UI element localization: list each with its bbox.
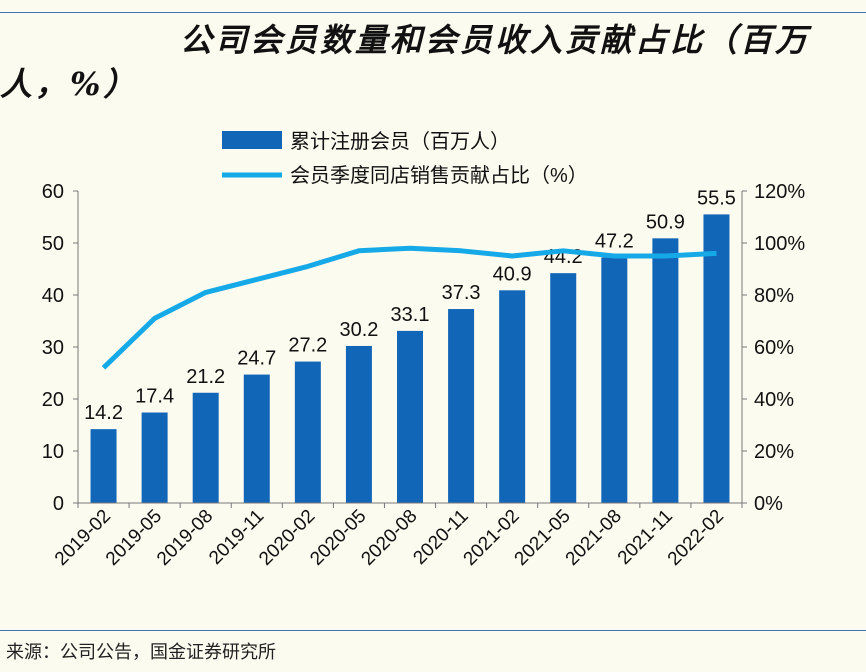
x-tick-label: 2020-02 bbox=[255, 506, 319, 570]
top-rule bbox=[0, 12, 866, 13]
left-tick-label: 60 bbox=[42, 181, 64, 203]
x-tick-label: 2021-02 bbox=[460, 506, 524, 570]
left-tick-label: 10 bbox=[42, 441, 64, 463]
bar bbox=[397, 330, 423, 503]
bar-value-label: 30.2 bbox=[339, 319, 378, 341]
x-tick-label: 2020-05 bbox=[306, 506, 370, 570]
bar bbox=[499, 290, 526, 503]
source-note: 来源：公司公告，国金证券研究所 bbox=[6, 642, 276, 663]
bar bbox=[294, 361, 321, 503]
x-tick-label: 2021-05 bbox=[511, 506, 575, 570]
bar-value-label: 55.5 bbox=[697, 187, 736, 209]
bar bbox=[243, 374, 270, 503]
bar-value-label: 24.7 bbox=[237, 348, 276, 370]
bar bbox=[192, 392, 219, 503]
bar-value-label: 47.2 bbox=[595, 231, 634, 253]
right-tick-label: 80% bbox=[754, 285, 794, 307]
bottom-rule bbox=[0, 630, 866, 631]
left-tick-label: 0 bbox=[53, 493, 64, 515]
x-tick-label: 2019-05 bbox=[102, 506, 166, 570]
left-tick-label: 40 bbox=[42, 285, 64, 307]
legend: 累计注册会员（百万人） 会员季度同店销售贡献占比（%） bbox=[222, 130, 588, 187]
bar bbox=[601, 257, 628, 503]
legend-label-bar: 累计注册会员（百万人） bbox=[290, 130, 510, 153]
bar bbox=[141, 412, 168, 503]
legend-label-line: 会员季度同店销售贡献占比（%） bbox=[290, 164, 588, 187]
right-tick-label: 60% bbox=[754, 337, 794, 359]
bar bbox=[448, 309, 475, 503]
bar-value-label: 40.9 bbox=[493, 263, 532, 285]
right-tick-label: 20% bbox=[754, 441, 794, 463]
line-path bbox=[101, 245, 717, 370]
bar-value-label: 33.1 bbox=[391, 304, 430, 326]
bar-value-label: 37.3 bbox=[442, 282, 481, 304]
x-tick-label: 2019-02 bbox=[51, 506, 115, 570]
bar-value-label: 50.9 bbox=[646, 211, 685, 233]
x-tick-label: 2021-08 bbox=[562, 506, 626, 570]
left-tick-label: 20 bbox=[42, 389, 64, 411]
right-tick-label: 120% bbox=[754, 181, 805, 203]
axes: 0 10 20 30 40 50 60 0% 20% 40% 60% 80% 100% 120% 2019-… bbox=[42, 181, 806, 570]
bar bbox=[652, 238, 679, 503]
bar-value-label: 21.2 bbox=[186, 366, 225, 388]
bar bbox=[345, 345, 372, 503]
chart-title: 公司会员数量和会员收入贡献占比（百万人，%） bbox=[0, 21, 811, 103]
bar-data-labels: 14.217.421.224.727.230.233.137.340.944.2… bbox=[84, 187, 736, 424]
chart: 累计注册会员（百万人） 会员季度同店销售贡献占比（%） 14.2 17.4 21.2 2… bbox=[42, 130, 806, 570]
right-tick-label: 40% bbox=[754, 389, 794, 411]
x-tick-label: 2019-08 bbox=[153, 506, 217, 570]
right-tick-label: 100% bbox=[754, 233, 805, 255]
bar bbox=[90, 429, 117, 503]
legend-swatch-bar bbox=[222, 131, 282, 149]
x-tick-label: 2022-02 bbox=[664, 506, 728, 570]
line-series bbox=[101, 245, 717, 370]
bar-series bbox=[90, 214, 730, 503]
bar-value-label: 17.4 bbox=[135, 386, 174, 408]
right-tick-label: 0% bbox=[754, 493, 783, 515]
bar-value-label: 27.2 bbox=[288, 335, 327, 357]
x-tick-label: 2020-08 bbox=[357, 506, 421, 570]
bar bbox=[703, 214, 730, 503]
left-tick-label: 30 bbox=[42, 337, 64, 359]
left-tick-label: 50 bbox=[42, 233, 64, 255]
bar-value-label: 14.2 bbox=[84, 402, 123, 424]
bar bbox=[550, 273, 577, 503]
